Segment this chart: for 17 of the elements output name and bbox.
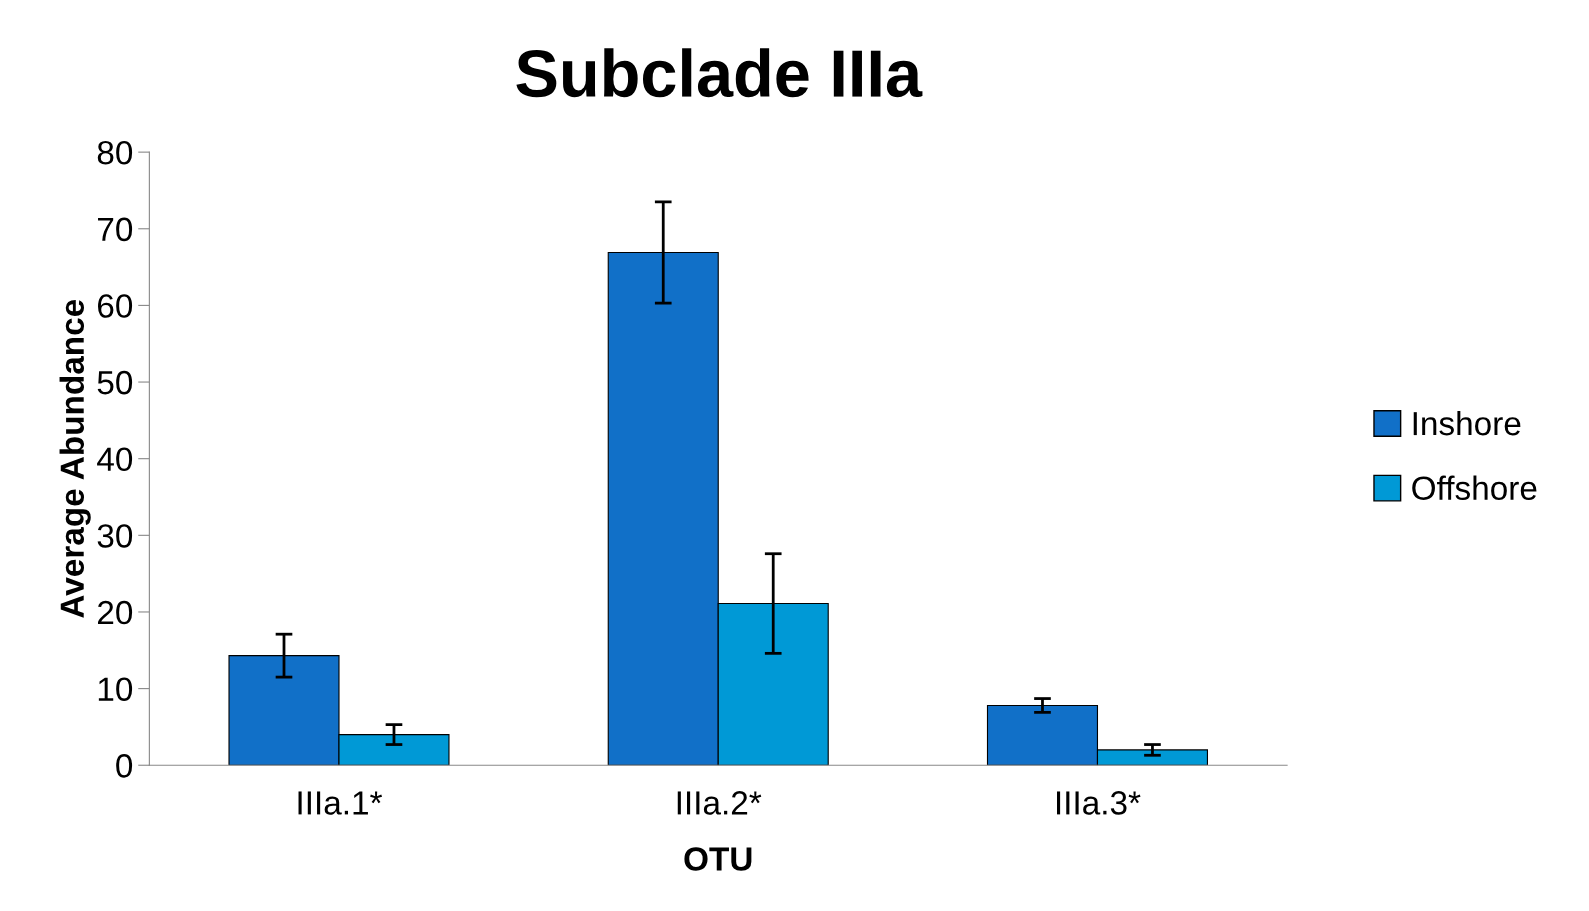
legend-label: Inshore [1413,410,1521,436]
y-tick-label: 40 [97,447,133,472]
y-axis-title: Average Abundance [59,299,91,618]
x-tick-label: IIIa.2* [677,791,762,815]
y-tick-label: 70 [98,217,133,242]
x-tick-label: IIIa.3* [1057,791,1141,815]
x-tick-label: IIIa.1* [298,791,383,815]
y-tick-label: 50 [97,370,133,395]
y-tick-label: 20 [98,600,133,625]
legend-label: Offshore [1412,475,1537,501]
y-tick-label: 10 [98,677,133,702]
y-tick-label: 30 [97,524,133,548]
y-tick-label: 0 [116,754,133,778]
chart-title: Subclade IIIa [516,48,923,98]
y-tick-label: 80 [97,140,133,165]
y-tick-label: 60 [98,294,133,318]
x-axis-title: OTU [684,847,752,871]
